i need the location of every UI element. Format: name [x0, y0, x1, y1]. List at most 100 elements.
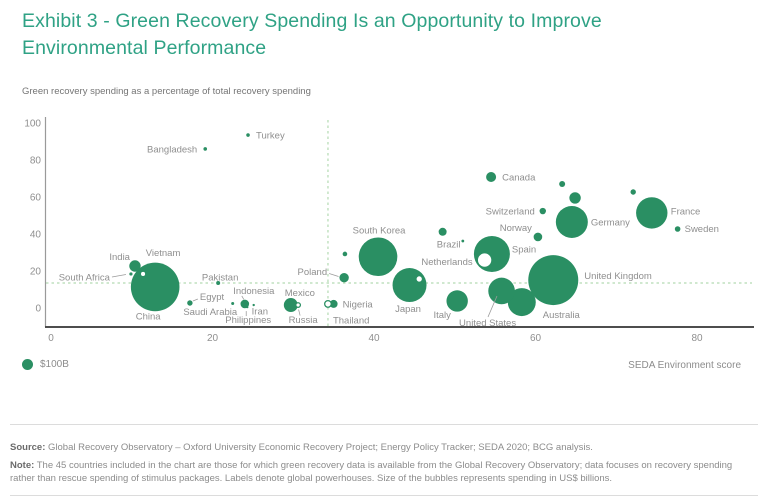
bubble-poland	[339, 272, 349, 283]
bubble-iran	[252, 303, 255, 307]
bubble-egypt	[187, 300, 193, 306]
source-line: Source: Global Recovery Observatory – Ox…	[10, 441, 758, 454]
bubble-unlabeled	[342, 251, 348, 257]
country-label-south-korea: South Korea	[353, 225, 407, 236]
bubble-brazil	[438, 227, 447, 236]
x-tick-0: 0	[48, 333, 54, 344]
bubble-norway	[533, 232, 543, 242]
country-label-italy: Italy	[433, 310, 451, 321]
country-label-russia: Russia	[289, 315, 319, 326]
country-label-egypt: Egypt	[200, 292, 225, 303]
bubble-sweden	[674, 226, 681, 232]
country-label-germany: Germany	[591, 217, 630, 228]
y-tick-40: 40	[30, 230, 42, 241]
bubble-switzerland	[539, 207, 546, 215]
bubble-nigeria	[329, 299, 338, 308]
bubble-unlabeled	[559, 181, 566, 188]
country-label-france: France	[671, 206, 701, 217]
country-label-united-kingdom: United Kingdom	[584, 271, 652, 282]
bubble-saudi-arabia	[231, 302, 235, 306]
label-pointer-russia	[298, 309, 301, 316]
country-label-south-africa: South Africa	[59, 272, 111, 283]
source-prefix: Source:	[10, 441, 46, 453]
legend-bubble-icon	[22, 359, 33, 370]
country-label-sweden: Sweden	[685, 224, 719, 235]
source-text: Global Recovery Observatory – Oxford Uni…	[45, 441, 593, 453]
y-axis-description: Green recovery spending as a percentage …	[22, 86, 311, 97]
bubble-united-kingdom	[528, 255, 579, 306]
y-tick-80: 80	[30, 156, 42, 167]
legend-label: $100B	[40, 359, 69, 370]
country-label-canada: Canada	[502, 173, 536, 184]
y-tick-60: 60	[30, 193, 42, 204]
x-tick-80: 80	[691, 333, 703, 344]
y-tick-100: 100	[24, 119, 41, 130]
bubble-netherlands	[476, 252, 493, 269]
country-label-thailand: Thailand	[333, 315, 369, 326]
y-tick-0: 0	[35, 304, 41, 315]
country-label-india: India	[109, 252, 130, 263]
country-label-turkey: Turkey	[256, 131, 285, 142]
country-label-vietnam: Vietnam	[146, 248, 181, 259]
label-pointer-poland	[329, 273, 339, 277]
bubble-turkey	[246, 133, 250, 137]
bubble-south-africa	[129, 272, 133, 276]
country-label-saudi-arabia: Saudi Arabia	[183, 307, 238, 318]
country-label-iran: Iran	[252, 307, 268, 318]
bubble-size-legend: $100B	[22, 359, 69, 370]
bubble-japan	[392, 268, 427, 303]
y-tick-20: 20	[30, 267, 42, 278]
country-label-japan: Japan	[395, 304, 421, 315]
label-pointer-united-states	[487, 295, 498, 318]
label-pointer-south-africa	[111, 274, 127, 278]
divider-top	[10, 424, 758, 425]
country-label-norway: Norway	[500, 223, 532, 234]
bubble-pakistan	[216, 281, 221, 286]
x-tick-20: 20	[207, 333, 219, 344]
bubble-unlabeled	[461, 239, 465, 243]
bubble-australia	[507, 288, 536, 317]
bubble-thailand	[324, 299, 332, 308]
country-label-brazil: Brazil	[437, 239, 461, 250]
bubble-russia	[295, 302, 302, 308]
bubble-unlabeled	[630, 189, 636, 195]
bubble-spain	[473, 235, 510, 272]
bubble-south-korea	[358, 237, 398, 277]
country-label-united-states: United States	[459, 318, 516, 329]
country-label-nigeria: Nigeria	[343, 299, 374, 310]
country-label-philippines: Philippines	[225, 315, 271, 326]
country-label-spain: Spain	[512, 244, 536, 255]
bubble-united-states	[488, 277, 515, 305]
country-label-mexico: Mexico	[285, 288, 315, 299]
x-axis-title: SEDA Environment score	[628, 360, 741, 371]
label-pointer-indonesia	[241, 295, 245, 300]
note-text: The 45 countries included in the chart a…	[10, 459, 733, 484]
x-tick-60: 60	[530, 333, 542, 344]
note-line: Note: The 45 countries included in the c…	[10, 459, 758, 485]
country-label-poland: Poland	[298, 267, 328, 278]
country-label-bangladesh: Bangladesh	[147, 144, 197, 155]
country-label-indonesia: Indonesia	[233, 286, 275, 297]
divider-bottom	[10, 495, 758, 496]
country-label-china: China	[136, 311, 162, 322]
bubble-chart: 0 20 40 60 80 100 0 20 40 60 80 Turkey Bangladesh Can…	[24, 117, 754, 344]
country-label-australia: Australia	[543, 310, 581, 321]
bubble-germany	[555, 205, 588, 238]
bubble-unlabeled	[415, 275, 424, 283]
bubble-philippines	[246, 305, 249, 309]
exhibit-title: Exhibit 3 - Green Recovery Spending Is a…	[22, 10, 602, 59]
note-prefix: Note:	[10, 459, 35, 471]
x-tick-40: 40	[368, 333, 380, 344]
bubble-india	[129, 260, 141, 272]
bubble-unlabeled	[569, 192, 581, 204]
bubble-mexico	[283, 298, 298, 313]
label-pointer-egypt	[192, 298, 199, 302]
bubble-bangladesh	[203, 147, 208, 151]
bubble-vietnam	[139, 270, 147, 278]
bubble-italy	[446, 290, 468, 312]
bubble-canada	[486, 172, 497, 183]
bubble-france	[636, 197, 668, 229]
country-label-pakistan: Pakistan	[202, 273, 238, 284]
country-label-switzerland: Switzerland	[486, 207, 535, 218]
